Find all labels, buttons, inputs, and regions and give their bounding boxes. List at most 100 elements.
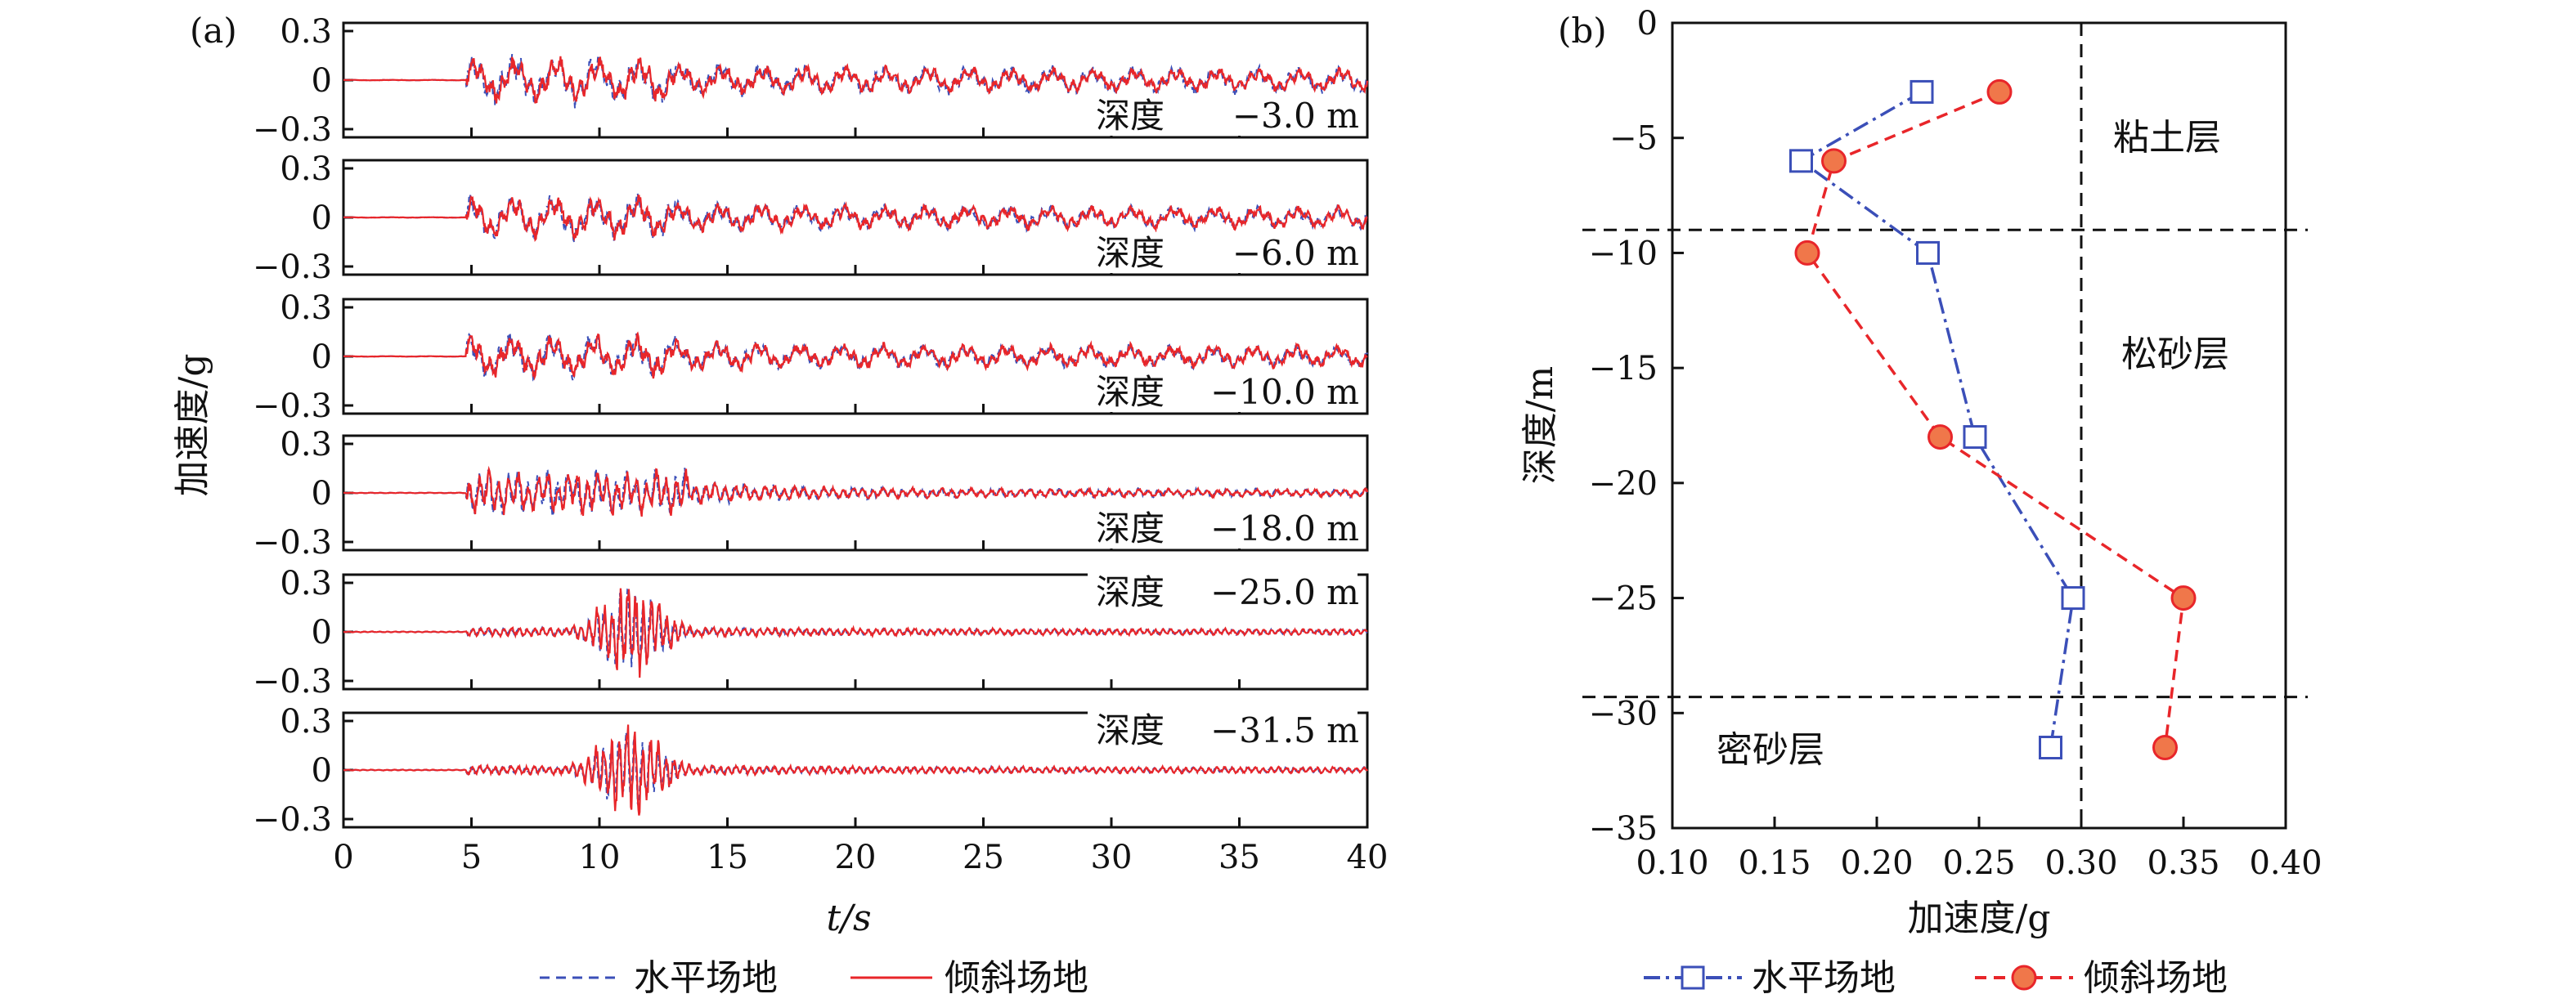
x-tick-label: 25 [963,839,1004,876]
y-tick-label: −0.3 [253,524,332,562]
data-point-horizontal-site [1789,149,1813,173]
depth-label-value: −3.0 m [1232,96,1359,136]
panel-a-legend-label-horizontal: 水平场地 [634,957,778,999]
x-tick-label: 0.10 [1636,844,1708,882]
x-tick-label: 10 [579,839,621,876]
series-line-sloping-site [343,56,1369,104]
depth-label-value: −25.0 m [1210,572,1359,612]
panel-a-subplot: 0.3 0 −0.3 深度 −10.0 m [253,289,1369,425]
x-tick-label: 5 [461,839,482,876]
x-tick-label: 35 [1218,839,1260,876]
panel-a-legend: 水平场地 倾斜场地 [540,957,1088,999]
y-tick-label: −10 [1589,235,1658,272]
series-line-sloping-site [343,331,1368,381]
y-tick-label: −20 [1589,465,1658,503]
depth-label-background [1088,508,1358,549]
y-tick-label: 0 [312,752,332,790]
panel-a-subplot: 0.3 0 −0.3 深度 −18.0 m [253,426,1369,562]
series-line-horizontal-site [1798,90,2075,748]
series-line-sloping-site [1806,90,2185,748]
series-line-sloping-site [343,724,1368,816]
panel-b-y-axis-title: 深度/m [1519,366,1561,485]
y-tick-label: 0 [312,338,332,376]
data-point-sloping-site [2152,735,2178,760]
y-tick-label: 0.3 [280,426,332,463]
y-tick-label: 0.3 [280,565,332,602]
panel-b-label: (b) [1558,11,1607,51]
panel-b-legend-label-horizontal: 水平场地 [1752,957,1896,999]
depth-label-value: −18.0 m [1210,508,1359,549]
depth-label-background [1088,95,1358,136]
depth-label-text: 深度 [1096,233,1165,273]
series-line-sloping-site [343,588,1368,678]
panel-b-zone-dense-sand: 密砂层 [1717,729,1824,771]
panel-a-subplot: 0.3 0 −0.3 深度 −25.0 m [253,565,1369,701]
y-tick-label: −0.3 [253,387,332,425]
depth-label-text: 深度 [1096,96,1165,136]
panel-a-time-histories: (a) 0.30−0.3 深度 −3.0 m0.30−0.3 深度 −6.0 m0.30… [172,11,1388,999]
panel-a-legend-label-sloping: 倾斜场地 [945,957,1088,999]
y-tick-label: −35 [1589,810,1658,848]
panel-a-x-axis-title: t/s [826,898,871,939]
depth-label-background [1088,710,1358,750]
data-point-sloping-site [1821,148,1847,174]
x-tick-label: 0.40 [2249,844,2322,882]
x-tick-label: 0.15 [1738,844,1811,882]
x-tick-label: 20 [835,839,877,876]
depth-label-text: 深度 [1096,710,1165,750]
y-tick-label: 0 [312,475,332,513]
x-tick-label: 40 [1347,839,1389,876]
y-tick-label: −25 [1589,580,1658,618]
panel-a-subplot: 0.3 0 −0.3 深度 −31.5 m [253,703,1369,839]
depth-label-background [1088,232,1358,273]
data-point-horizontal-site [2039,736,2062,759]
panel-a-subplot: 0.3 0 −0.3 深度 −3.0 m [253,13,1369,149]
panel-b-zone-clay: 粘土层 [2113,117,2221,159]
series-line-sloping-site [343,465,1369,517]
panel-a-y-axis-title: 加速度/g [172,354,213,497]
panel-b-legend-marker-square [1681,965,1705,990]
data-point-horizontal-site [1963,425,1987,450]
panel-a-label: (a) [190,11,237,51]
panel-b-legend-label-sloping: 倾斜场地 [2084,957,2228,999]
x-tick-label: 0.30 [2044,844,2117,882]
y-tick-label: −0.3 [253,801,332,839]
y-tick-label: 0 [1637,5,1658,43]
series-line-sloping-site [343,195,1368,242]
data-point-horizontal-site [2061,586,2085,611]
y-tick-label: −0.3 [253,249,332,286]
x-tick-label: 0.20 [1840,844,1913,882]
y-tick-label: 0.3 [280,150,332,188]
panel-b-legend: 水平场地 倾斜场地 [1644,957,2228,999]
data-point-sloping-site [1794,240,1820,266]
y-tick-label: −0.3 [253,111,332,149]
depth-label-value: −6.0 m [1232,233,1359,273]
data-point-sloping-site [2170,585,2197,611]
panel-b-legend-marker-circle [2011,965,2037,991]
y-tick-label: −0.3 [253,663,332,701]
depth-label-value: −31.5 m [1210,710,1359,750]
y-tick-label: 0.3 [280,289,332,327]
y-tick-label: 0 [312,62,332,100]
x-tick-label: 15 [707,839,748,876]
depth-label-background [1088,371,1358,412]
y-tick-label: 0 [312,199,332,237]
panel-b-peak-profile: (b) 0.10 0.15 0.20 0.25 0.30 0.35 0.40 0 −5 −10 −1… [1519,5,2322,999]
x-tick-label: 0 [333,839,353,876]
data-point-sloping-site [1986,78,2013,105]
y-tick-label: 0.3 [280,13,332,51]
x-tick-label: 30 [1091,839,1133,876]
y-tick-label: 0 [312,614,332,652]
x-tick-label: 0.25 [1942,844,2015,882]
depth-label-value: −10.0 m [1210,372,1359,412]
panel-b-zone-loose-sand: 松砂层 [2121,334,2229,375]
depth-label-background [1088,571,1358,612]
depth-label-text: 深度 [1096,372,1165,412]
data-point-sloping-site [1928,424,1953,450]
y-tick-label: 0.3 [280,703,332,741]
x-tick-label: 0.35 [2147,844,2219,882]
y-tick-label: −15 [1589,350,1658,387]
depth-label-text: 深度 [1096,572,1165,612]
y-tick-label: −5 [1609,120,1658,158]
